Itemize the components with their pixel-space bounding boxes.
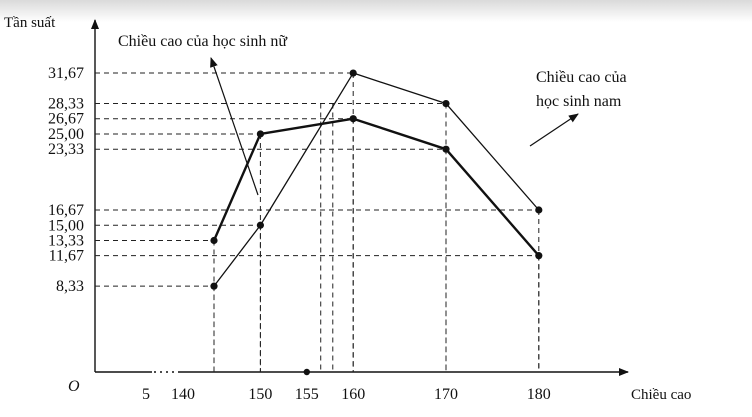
male-series-label-line1: Chiều cao của xyxy=(536,69,627,86)
y-tick-label: 26,67 xyxy=(48,111,84,128)
y-tick-label: 11,67 xyxy=(49,248,84,265)
y-tick-label: 23,33 xyxy=(48,141,84,158)
male-label-arrow xyxy=(529,113,579,147)
data-point-female xyxy=(535,252,543,260)
data-point-female xyxy=(256,130,264,138)
series-line-male xyxy=(213,72,540,287)
x-axis-marker-155 xyxy=(303,368,310,376)
x-axis-title: Chiều cao xyxy=(631,387,691,403)
x-tick-label: 155 xyxy=(295,386,319,403)
y-tick-label: 15,00 xyxy=(48,217,84,234)
y-tick-label: 31,67 xyxy=(48,65,84,82)
y-tick-label: 16,67 xyxy=(48,202,84,219)
series-group xyxy=(210,69,543,290)
guide-lines xyxy=(95,72,540,372)
origin-label: O xyxy=(68,378,80,395)
y-tick-label: 13,33 xyxy=(48,232,84,249)
data-point-male xyxy=(349,69,357,77)
x-tick-label: 170 xyxy=(434,386,458,403)
data-point-female xyxy=(349,115,357,123)
data-point-male xyxy=(256,221,264,229)
female-series-label: Chiều cao của học sinh nữ xyxy=(118,33,288,50)
x-tick-label: 180 xyxy=(527,386,551,403)
series-line-female xyxy=(212,117,540,257)
data-point-male xyxy=(535,206,543,214)
x-tick-label: 140 xyxy=(171,386,195,403)
y-axis-title: Tần suất xyxy=(4,15,56,31)
x-tick-label: 150 xyxy=(248,386,272,403)
female-label-arrow xyxy=(210,57,259,196)
y-tick-label: 28,33 xyxy=(48,96,84,113)
data-point-male xyxy=(210,282,218,290)
top-bar xyxy=(0,0,752,22)
x-tick-labels: 5 140 150 155 160 170 180 xyxy=(142,368,551,403)
x-tick-label: 160 xyxy=(341,386,365,403)
y-tick-label: 25,00 xyxy=(48,126,84,143)
data-point-female xyxy=(442,145,450,153)
y-tick-label: 8,33 xyxy=(56,278,84,295)
data-point-male xyxy=(442,99,450,108)
data-point-female xyxy=(210,236,218,245)
male-series-label-line2: học sinh nam xyxy=(536,93,622,110)
x-tick-label: 5 xyxy=(142,386,150,403)
axis-break xyxy=(152,368,178,376)
